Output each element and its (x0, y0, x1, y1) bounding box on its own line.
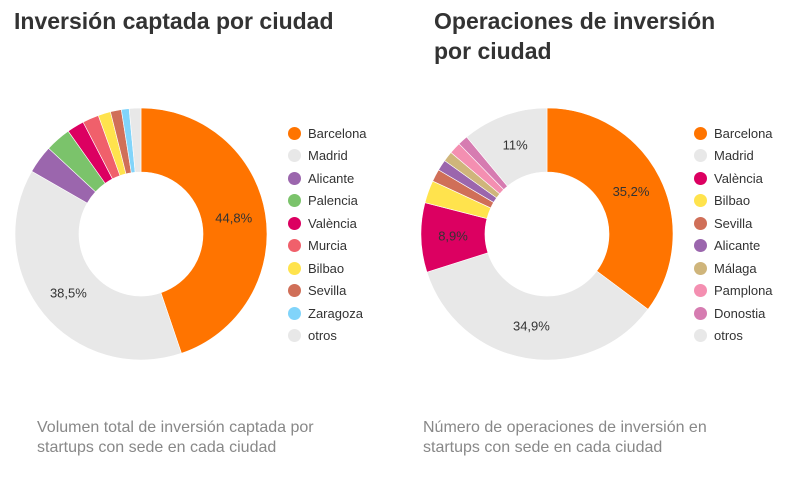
legend-swatch (694, 306, 707, 320)
legend-swatch (288, 329, 301, 343)
legend-item-donostia[interactable]: Donostia (694, 302, 773, 325)
legend-item-palencia[interactable]: Palencia (288, 190, 367, 213)
legend-label: Madrid (714, 148, 754, 164)
legend-label: Málaga (714, 260, 757, 276)
legend-label: Bilbao (714, 193, 751, 209)
legend-label: Alicante (714, 238, 761, 254)
legend-swatch (694, 126, 707, 140)
legend-swatch (694, 171, 707, 185)
legend-swatch (288, 194, 301, 208)
legend-swatch (288, 216, 301, 230)
legend-item-alicante[interactable]: Alicante (288, 167, 367, 190)
slice-otros (466, 108, 548, 187)
legend-swatch (694, 216, 707, 230)
legend-label: Barcelona (308, 125, 367, 141)
legend-swatch (288, 261, 301, 275)
legend-swatch (288, 126, 301, 140)
slice-otros (128, 108, 142, 173)
legend-item-valencia[interactable]: València (288, 212, 367, 235)
legend-item-bilbao[interactable]: Bilbao (288, 257, 367, 280)
legend-swatch (288, 306, 301, 320)
legend-label: Barcelona (714, 125, 773, 141)
data-label-madrid: 34,9% (513, 319, 550, 334)
legend-label: València (714, 170, 763, 186)
legend-swatch (694, 149, 707, 163)
legend-swatch (288, 284, 301, 298)
donut-chart-operations: 35,2% 34,9% 8,9% 11% (421, 108, 673, 360)
legend-swatch (288, 239, 301, 253)
data-label-otros: 11% (503, 138, 528, 153)
chart-1-caption: Volumen total de inversión captada por s… (37, 419, 314, 456)
legend-item-bilbao[interactable]: Bilbao (694, 190, 773, 213)
legend-label: Zaragoza (308, 305, 363, 321)
legend-item-zaragoza[interactable]: Zaragoza (288, 302, 367, 325)
legend-label: Madrid (308, 148, 348, 164)
legend-item-madrid[interactable]: Madrid (288, 145, 367, 168)
legend-swatch (694, 261, 707, 275)
legend-item-malaga[interactable]: Málaga (694, 257, 773, 280)
slice-madrid (426, 252, 649, 360)
legend-label: Palencia (308, 193, 358, 209)
slice-barcelona (546, 108, 673, 310)
legend-item-sevilla[interactable]: Sevilla (694, 212, 773, 235)
legend-item-valencia[interactable]: València (694, 167, 773, 190)
legend-swatch (288, 171, 301, 185)
legend-label: Bilbao (308, 260, 345, 276)
legend-investment: Barcelona Madrid Alicante Palencia València M… (288, 122, 367, 347)
legend-label: otros (714, 328, 743, 344)
legend-label: Donostia (714, 305, 766, 321)
legend-item-pamplona[interactable]: Pamplona (694, 280, 773, 303)
data-label-barcelona: 35,2% (613, 184, 650, 199)
legend-item-otros[interactable]: otros (288, 325, 367, 348)
slice-madrid (15, 170, 182, 360)
legend-label: Alicante (308, 170, 355, 186)
legend-label: Sevilla (714, 215, 753, 231)
legend-label: otros (308, 328, 337, 344)
legend-operations: Barcelona Madrid València Bilbao Sevilla Alic… (694, 122, 773, 347)
legend-item-murcia[interactable]: Murcia (288, 235, 367, 258)
legend-label: Pamplona (714, 283, 773, 299)
chart-2-caption: Número de operaciones de inversión en st… (423, 419, 707, 456)
data-label-madrid: 38,5% (50, 286, 87, 301)
legend-item-alicante[interactable]: Alicante (694, 235, 773, 258)
data-label-valencia: 8,9% (438, 229, 468, 244)
legend-label: Murcia (308, 238, 348, 254)
legend-label: València (308, 215, 357, 231)
legend-swatch (694, 284, 707, 298)
legend-item-madrid[interactable]: Madrid (694, 145, 773, 168)
legend-item-sevilla[interactable]: Sevilla (288, 280, 367, 303)
legend-label: Sevilla (308, 283, 347, 299)
chart-2-title: Operaciones de inversión por ciudad (434, 8, 716, 64)
legend-item-barcelona[interactable]: Barcelona (288, 122, 367, 145)
slice-barcelona (140, 108, 267, 354)
chart-1-title: Inversión captada por ciudad (14, 8, 334, 34)
legend-swatch (288, 149, 301, 163)
legend-swatch (694, 194, 707, 208)
legend-swatch (694, 329, 707, 343)
donut-chart-investment: 44,8% 38,5% (15, 108, 267, 360)
legend-item-barcelona[interactable]: Barcelona (694, 122, 773, 145)
legend-item-otros[interactable]: otros (694, 325, 773, 348)
legend-swatch (694, 239, 707, 253)
data-label-barcelona: 44,8% (215, 211, 252, 226)
